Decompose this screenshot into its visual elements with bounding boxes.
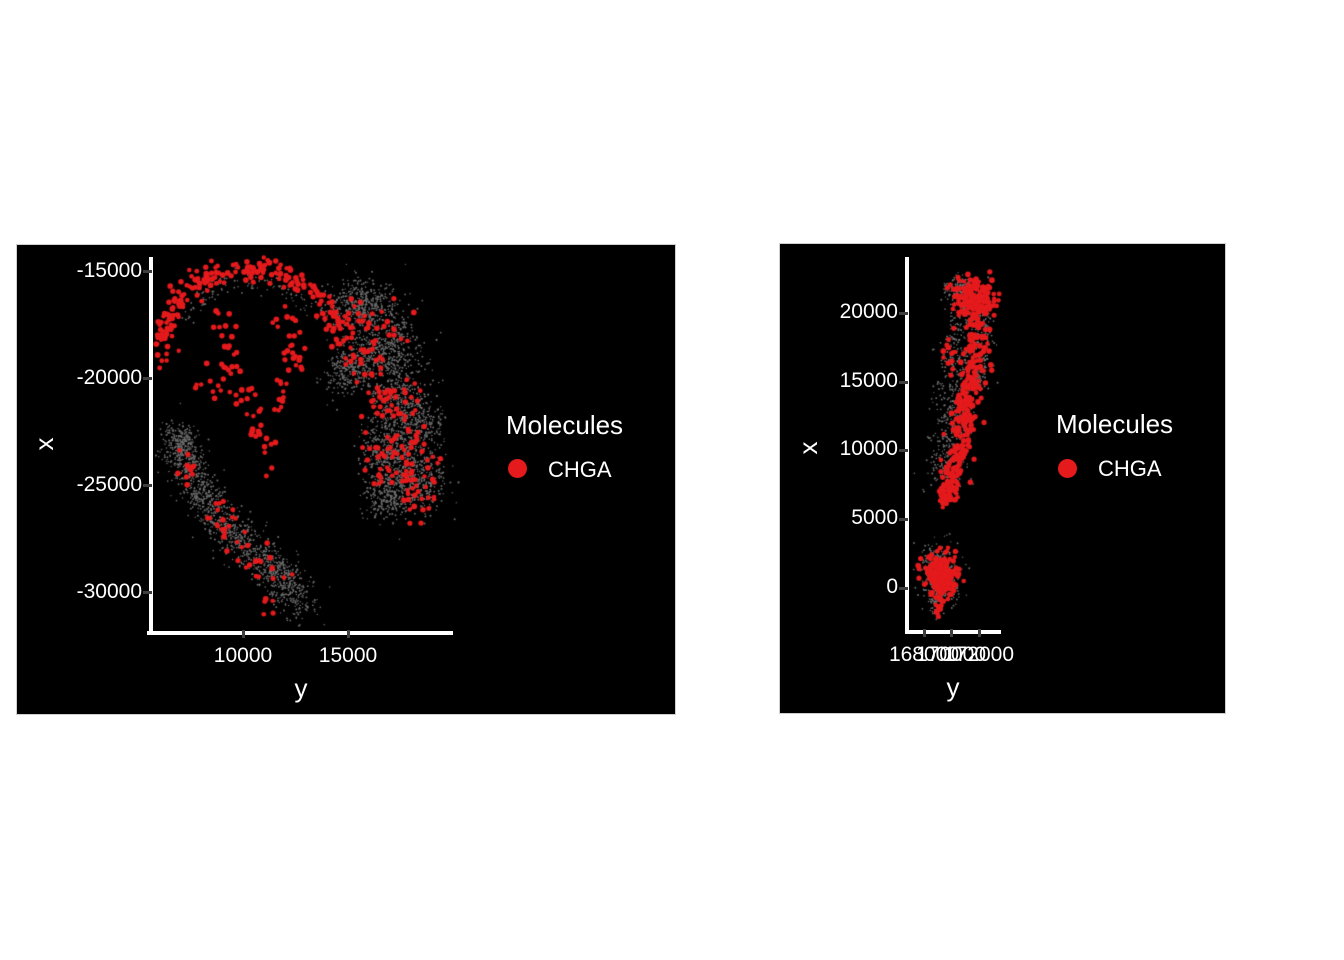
x-axis-tick-label: 172000 [943,643,1015,666]
axis-tick [899,587,908,590]
y-axis-tick-label: -30000 [76,580,142,603]
y-axis-tick-label: 5000 [851,506,898,529]
axis-tick [899,518,908,521]
axis-tick [143,377,152,380]
x-axis-title: y [294,673,308,703]
right-spatial-plot: 20000 15000 10000 5000 0 168000 170000 1… [779,243,1226,714]
legend-key-dot [508,459,527,478]
axis-tick [143,591,152,594]
axis-tick [950,629,953,637]
legend-key-dot [1058,459,1077,478]
legend-entry-label: CHGA [1098,456,1162,481]
y-axis-tick-label: 10000 [839,437,898,460]
axis-tick [899,381,908,384]
y-axis-tick-label: -15000 [76,259,142,282]
axis-tick [143,484,152,487]
y-axis-tick-label: 0 [886,575,898,598]
x-axis-title: y [946,672,960,702]
axis-tick [899,449,908,452]
left-x-axis-line [147,631,453,635]
left-y-axis-line [149,257,153,635]
x-axis-tick-label: 170000 [915,643,987,666]
y-axis-tick-label: 15000 [839,369,898,392]
y-axis-tick-label: 20000 [839,300,898,323]
y-axis-tick-label: -20000 [76,366,142,389]
right-y-axis-line [905,257,909,634]
axis-tick [978,629,981,637]
legend-entry-label: CHGA [548,457,612,482]
right-scatter-canvas [780,244,1225,713]
axis-tick [347,630,350,638]
y-axis-title: x [29,437,59,451]
left-scatter-canvas [17,245,675,714]
legend-title: Molecules [1056,409,1174,439]
legend-title: Molecules [506,410,624,440]
axis-tick [242,630,245,638]
axis-tick [923,629,926,637]
right-x-axis-line [905,630,1001,634]
y-axis-tick-label: -25000 [76,473,142,496]
left-spatial-plot: -15000 -20000 -25000 -30000 10000 15000 … [16,244,676,715]
axis-tick [899,312,908,315]
axis-tick [143,270,152,273]
x-axis-tick-label: 15000 [318,644,378,667]
y-axis-title: x [793,441,823,455]
x-axis-tick-label: 168000 [888,643,960,666]
x-axis-tick-label: 10000 [213,644,273,667]
